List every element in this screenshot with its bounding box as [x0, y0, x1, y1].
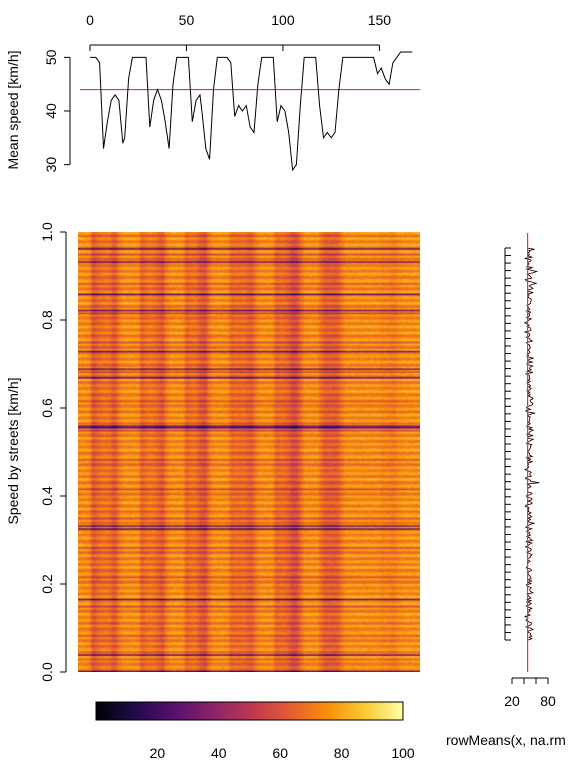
row-means-panel: 20 80 rowMeans(x, na.rm — [446, 233, 566, 748]
heatmap-y-axis: 0.0 0.2 0.4 0.6 0.8 1.0 — [39, 222, 67, 682]
heatmap-y-tick-label: 0.8 — [39, 310, 55, 330]
top-y-tick-label: 30 — [43, 157, 59, 173]
top-x-axis: 0 50 100 150 — [86, 12, 391, 51]
heatmap-y-tick-label: 1.0 — [39, 222, 55, 242]
mean-speed-panel: 0 50 100 150 30 40 50 Mean speed [km/h] — [5, 12, 420, 172]
top-x-tick-label: 50 — [179, 12, 195, 28]
colorbar-ticks: 20 40 60 80 100 — [150, 745, 415, 761]
colorbar-tick-label: 60 — [272, 745, 288, 761]
top-y-axis-label: Mean speed [km/h] — [5, 50, 21, 169]
top-y-tick-label: 40 — [43, 103, 59, 119]
row-means-x-tick-label: 20 — [504, 693, 520, 709]
heatmap-y-tick-label: 0.2 — [39, 574, 55, 594]
row-means-x-axis: 20 80 — [504, 677, 556, 709]
colorbar-tick-label: 100 — [391, 745, 415, 761]
top-x-tick-label: 100 — [271, 12, 295, 28]
row-means-x-axis-label: rowMeans(x, na.rm — [446, 732, 566, 748]
heatmap-y-tick-label: 0.6 — [39, 398, 55, 418]
heatmap-image — [78, 232, 420, 672]
colorbar-tick-label: 20 — [150, 745, 166, 761]
colorbar-tick-label: 80 — [334, 745, 350, 761]
row-means-line — [523, 247, 540, 641]
top-x-tick-label: 0 — [86, 12, 94, 28]
mean-speed-line — [90, 51, 413, 172]
heatmap-y-axis-label: Speed by streets [km/h] — [5, 377, 21, 524]
heatmap-cells — [78, 232, 420, 672]
colorbar-tick-label: 40 — [211, 745, 227, 761]
heatmap-y-tick-label: 0.0 — [39, 662, 55, 682]
heatmap-panel: 0.0 0.2 0.4 0.6 0.8 1.0 Speed by streets [km/… — [5, 222, 420, 682]
top-y-tick-label: 50 — [43, 49, 59, 65]
top-x-tick-label: 150 — [368, 12, 392, 28]
heatmap-y-tick-label: 0.4 — [39, 486, 55, 506]
top-y-axis: 30 40 50 — [43, 49, 71, 173]
colorbar: 20 40 60 80 100 — [95, 701, 415, 761]
row-means-y-ticks — [504, 247, 511, 641]
row-means-x-tick-label: 80 — [540, 693, 556, 709]
colorbar-gradient — [95, 701, 404, 721]
